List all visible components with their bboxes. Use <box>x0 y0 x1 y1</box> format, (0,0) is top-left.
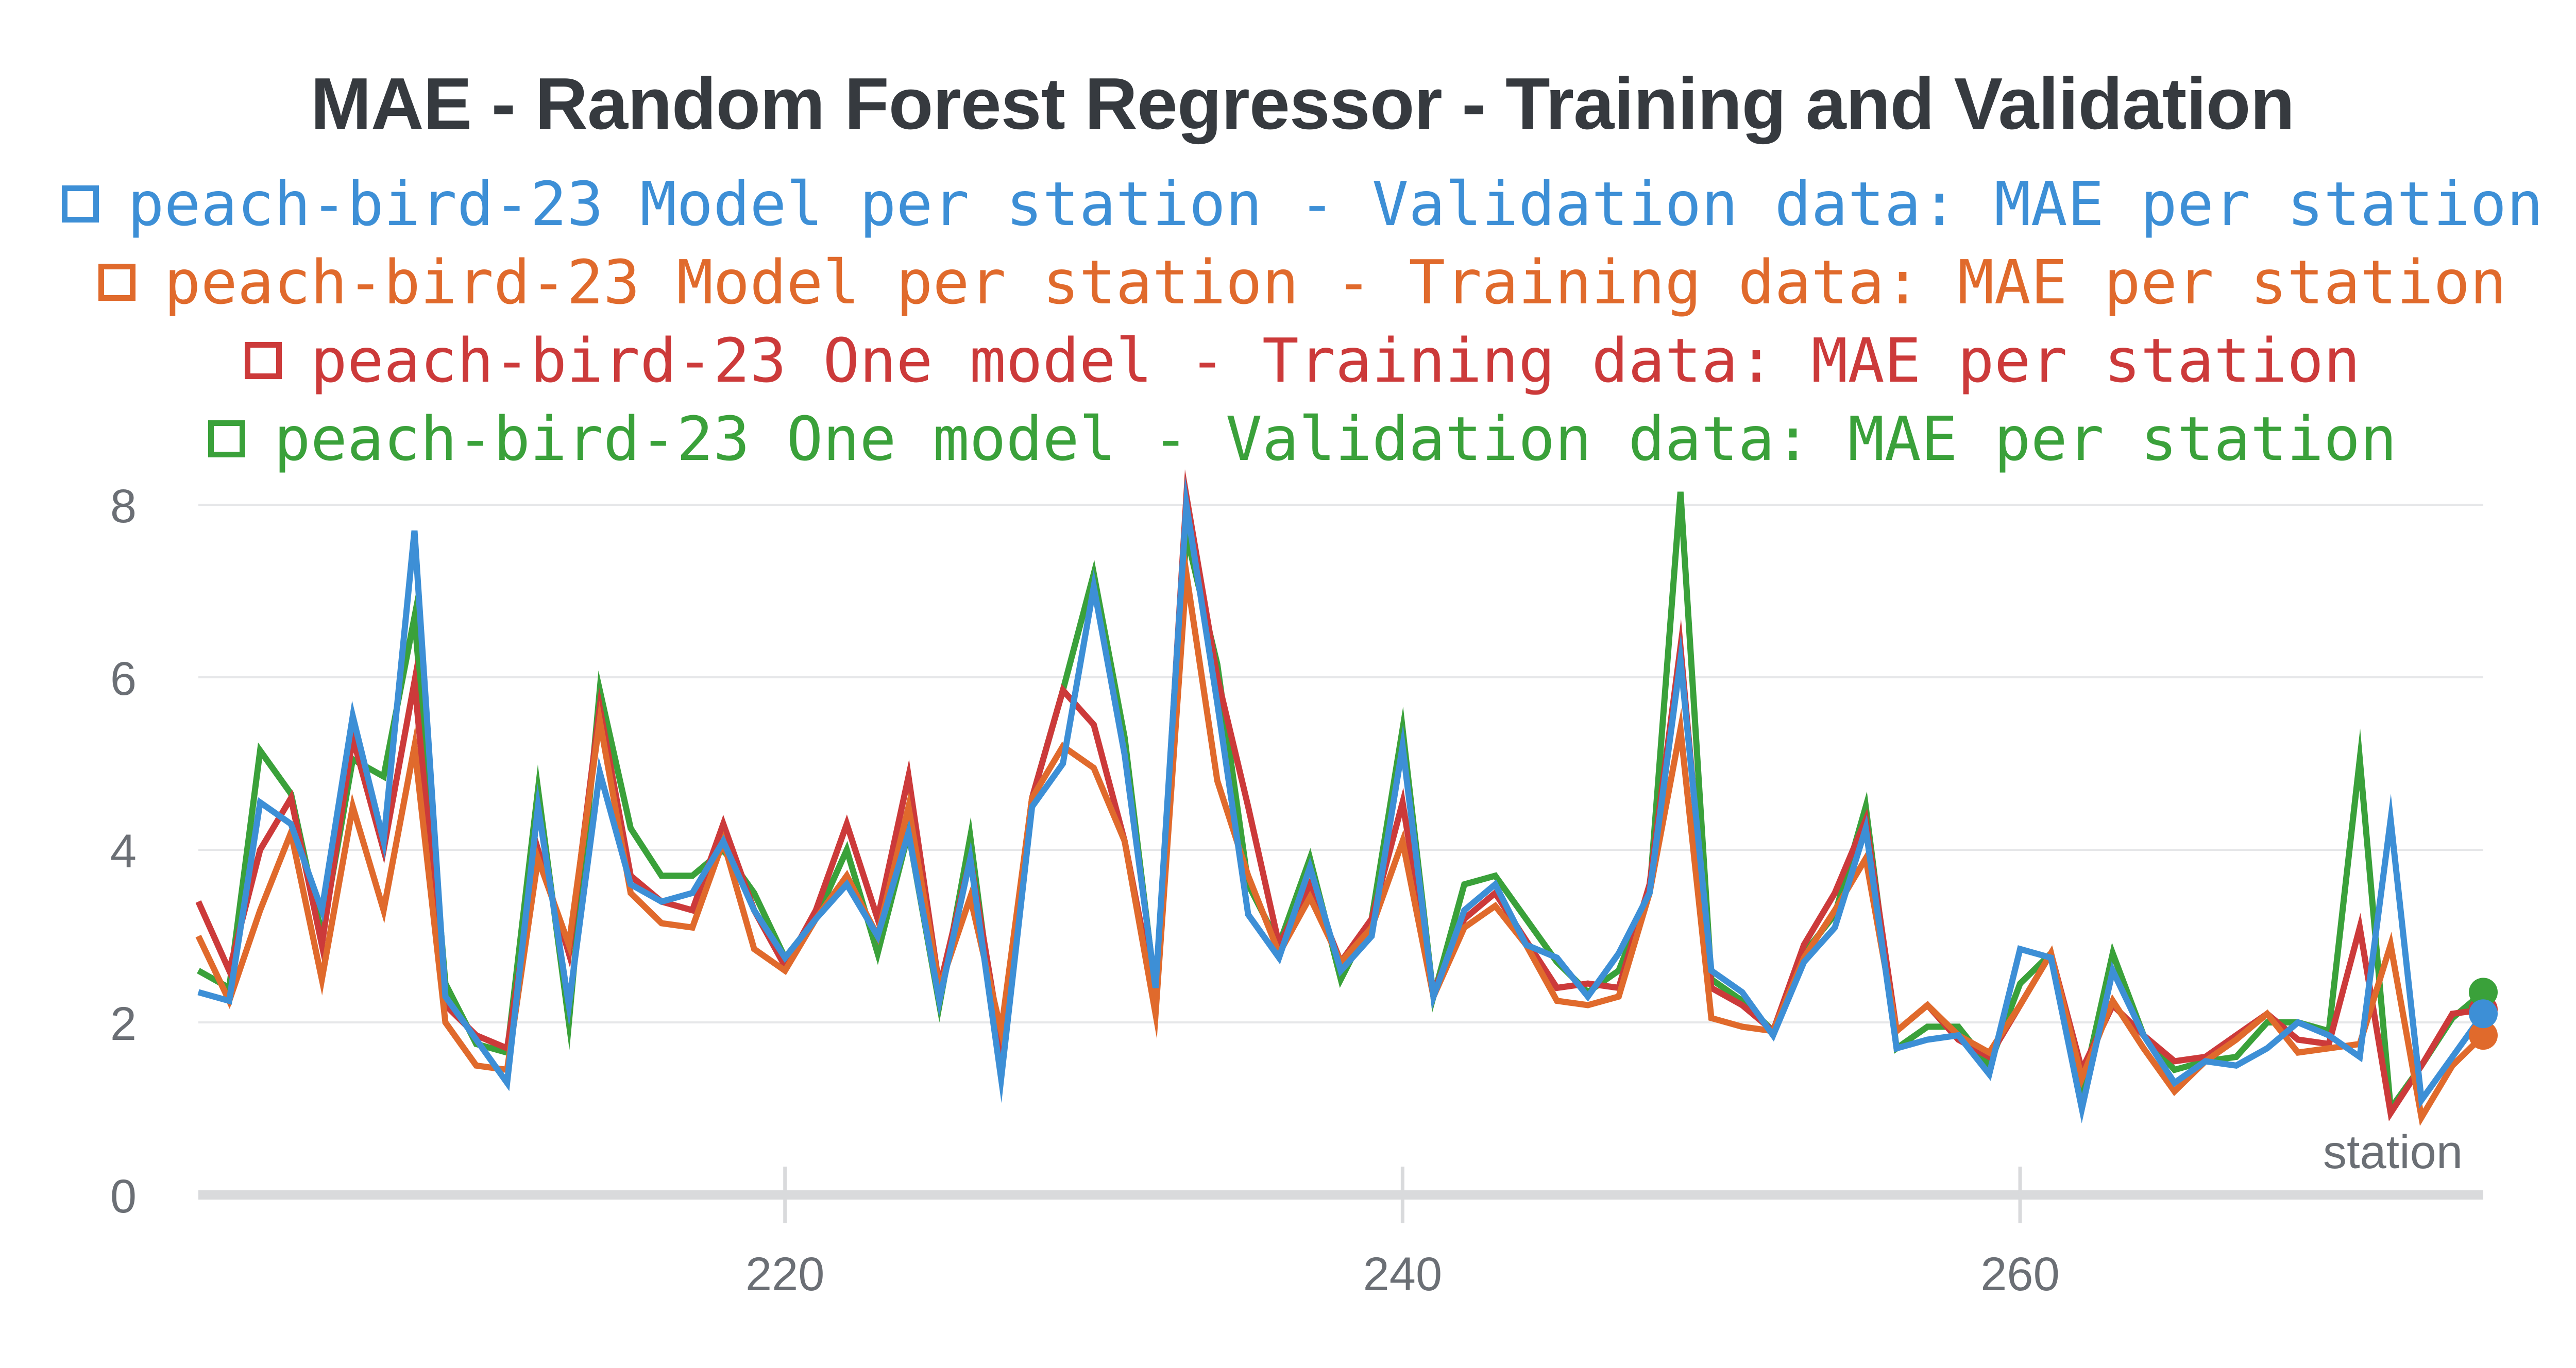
x-tick-label: 220 <box>745 1248 825 1301</box>
legend-swatch-icon <box>208 420 245 457</box>
legend-swatch-icon <box>61 185 99 223</box>
series-endpoints <box>2469 978 2498 1050</box>
x-tick-label: 260 <box>1980 1248 2060 1301</box>
legend-label: peach-bird-23 One model - Validation dat… <box>274 403 2397 474</box>
legend-swatch-icon <box>98 264 135 301</box>
legend-item-training-one-model[interactable]: peach-bird-23 One model - Training data:… <box>0 321 2576 400</box>
legend-item-validation-one-model[interactable]: peach-bird-23 One model - Validation dat… <box>0 400 2576 478</box>
series-line-3[interactable] <box>197 491 2485 1118</box>
x-axis-label: station <box>2323 1126 2463 1178</box>
legend-item-validation-per-station[interactable]: peach-bird-23 Model per station - Valida… <box>0 165 2576 243</box>
series-line-0[interactable] <box>197 476 2486 1124</box>
grid-lines <box>198 504 2483 1023</box>
series-lines <box>195 469 2486 1126</box>
y-tick-label: 8 <box>110 480 137 533</box>
legend-item-training-per-station[interactable]: peach-bird-23 Model per station - Traini… <box>0 243 2576 321</box>
chart-legend: peach-bird-23 Model per station - Valida… <box>0 165 2576 478</box>
x-tick-label: 240 <box>1363 1248 1443 1301</box>
legend-swatch-icon <box>244 342 282 379</box>
legend-label: peach-bird-23 One model - Training data:… <box>310 325 2361 396</box>
axes: 0 2 4 6 8 220 240 260 <box>110 480 2483 1301</box>
legend-label: peach-bird-23 Model per station - Traini… <box>164 247 2507 318</box>
series-endpoint-3 <box>2469 978 2498 1007</box>
series-endpoint-1 <box>2469 1021 2498 1050</box>
y-tick-label: 0 <box>110 1170 137 1223</box>
series-endpoint-0 <box>2469 999 2498 1029</box>
chart-title: MAE - Random Forest Regressor - Training… <box>310 63 2295 145</box>
legend-label: peach-bird-23 Model per station - Valida… <box>127 168 2544 240</box>
y-tick-label: 4 <box>110 825 137 878</box>
y-tick-label: 6 <box>110 653 137 705</box>
y-tick-label: 2 <box>110 998 137 1050</box>
